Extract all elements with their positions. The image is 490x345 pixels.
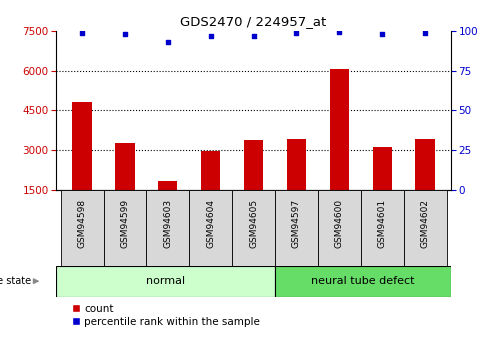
Bar xyxy=(416,139,435,190)
Bar xyxy=(275,190,318,266)
Bar xyxy=(361,190,404,266)
Bar xyxy=(73,102,92,190)
Bar xyxy=(115,144,135,190)
Text: GSM94604: GSM94604 xyxy=(206,199,215,248)
Bar xyxy=(287,139,306,190)
Bar xyxy=(275,266,451,297)
Text: GSM94599: GSM94599 xyxy=(121,199,129,248)
Text: GSM94605: GSM94605 xyxy=(249,199,258,248)
Text: normal: normal xyxy=(147,276,186,286)
Text: GSM94602: GSM94602 xyxy=(420,199,430,248)
Bar xyxy=(330,69,349,190)
Text: GSM94597: GSM94597 xyxy=(292,199,301,248)
Bar xyxy=(232,190,275,266)
Bar xyxy=(372,147,392,190)
Title: GDS2470 / 224957_at: GDS2470 / 224957_at xyxy=(180,16,327,29)
Bar xyxy=(103,190,147,266)
Bar xyxy=(189,190,232,266)
Point xyxy=(335,29,343,34)
Bar xyxy=(147,190,189,266)
Bar xyxy=(61,190,103,266)
Text: neural tube defect: neural tube defect xyxy=(311,276,415,286)
Bar xyxy=(404,190,446,266)
Point xyxy=(78,30,86,36)
Point xyxy=(421,30,429,36)
Point xyxy=(250,33,258,39)
Text: GSM94598: GSM94598 xyxy=(77,199,87,248)
Bar xyxy=(318,190,361,266)
Bar xyxy=(158,181,177,190)
Bar xyxy=(56,266,275,297)
Legend: count, percentile rank within the sample: count, percentile rank within the sample xyxy=(70,302,262,329)
Text: GSM94600: GSM94600 xyxy=(335,199,344,248)
Point xyxy=(121,31,129,37)
Point xyxy=(164,39,172,45)
Bar xyxy=(244,140,263,190)
Point xyxy=(207,33,215,39)
Point xyxy=(378,31,386,37)
Text: disease state: disease state xyxy=(0,276,31,286)
Text: GSM94601: GSM94601 xyxy=(378,199,387,248)
Bar xyxy=(201,151,220,190)
Text: GSM94603: GSM94603 xyxy=(163,199,172,248)
Point xyxy=(293,30,300,36)
